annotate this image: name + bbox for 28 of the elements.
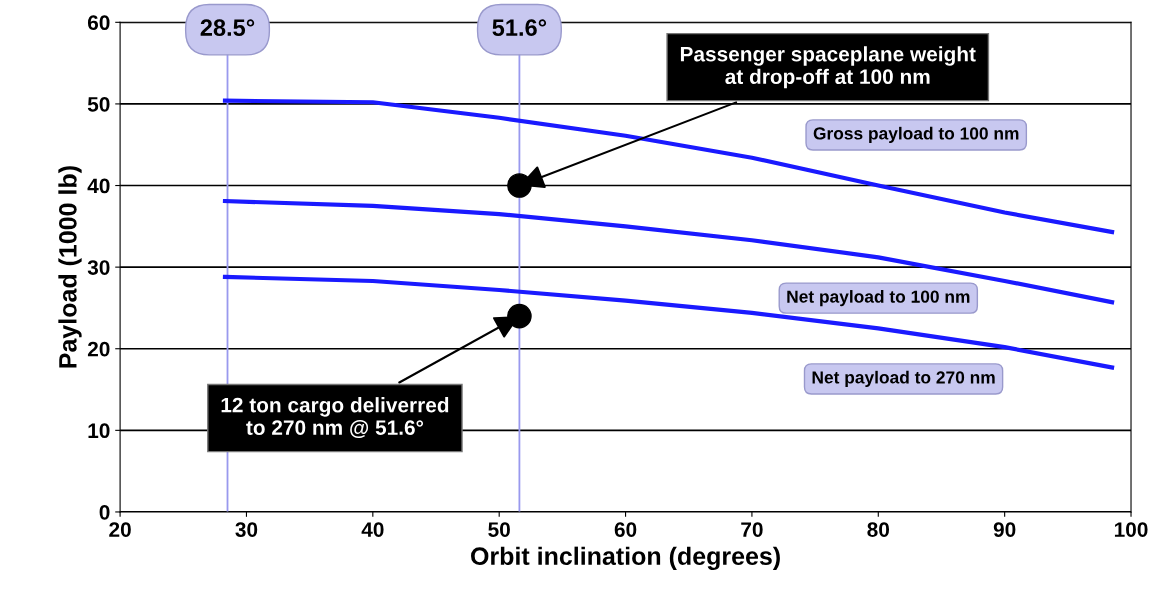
series-label: Net payload to 100 nm [787, 290, 970, 307]
series-label: Net payload to 270 nm [812, 370, 995, 388]
x-tick-label: 20 [109, 522, 131, 537]
y-tick-label: 60 [87, 15, 110, 31]
y-tick-label: 40 [87, 178, 110, 194]
y-tick-label: 0 [99, 504, 110, 520]
ref-line-label: 51.6° [492, 19, 547, 36]
x-tick-label: 30 [235, 522, 258, 537]
y-axis-title: Payload (1000 lb) [58, 166, 82, 368]
y-tick-label: 50 [87, 96, 110, 112]
x-tick-label: 60 [614, 522, 637, 537]
x-tick-label: 100 [1114, 522, 1148, 537]
line-series [222, 98, 1115, 235]
series-label: Gross payload to 100 nm [813, 126, 1019, 144]
line-series [222, 274, 1115, 370]
annotation: 12 ton cargo deliverred to 270 nm @ 51.6° [221, 397, 449, 439]
x-tick-label: 70 [741, 522, 763, 537]
x-tick-label: 50 [488, 522, 510, 537]
annotation: Passenger spaceplane weight at drop-off at 100 nm [680, 46, 976, 89]
y-tick-label: 30 [87, 260, 110, 275]
y-tick-label: 20 [87, 341, 110, 357]
x-tick-label: 90 [993, 522, 1016, 537]
x-tick-label: 80 [867, 522, 890, 537]
x-axis-title: Orbit inclination (degrees) [471, 546, 780, 571]
line-series [222, 198, 1115, 305]
y-tick-label: 10 [88, 423, 110, 439]
ref-line-label: 28.5° [200, 19, 255, 36]
x-tick-label: 40 [361, 522, 384, 537]
